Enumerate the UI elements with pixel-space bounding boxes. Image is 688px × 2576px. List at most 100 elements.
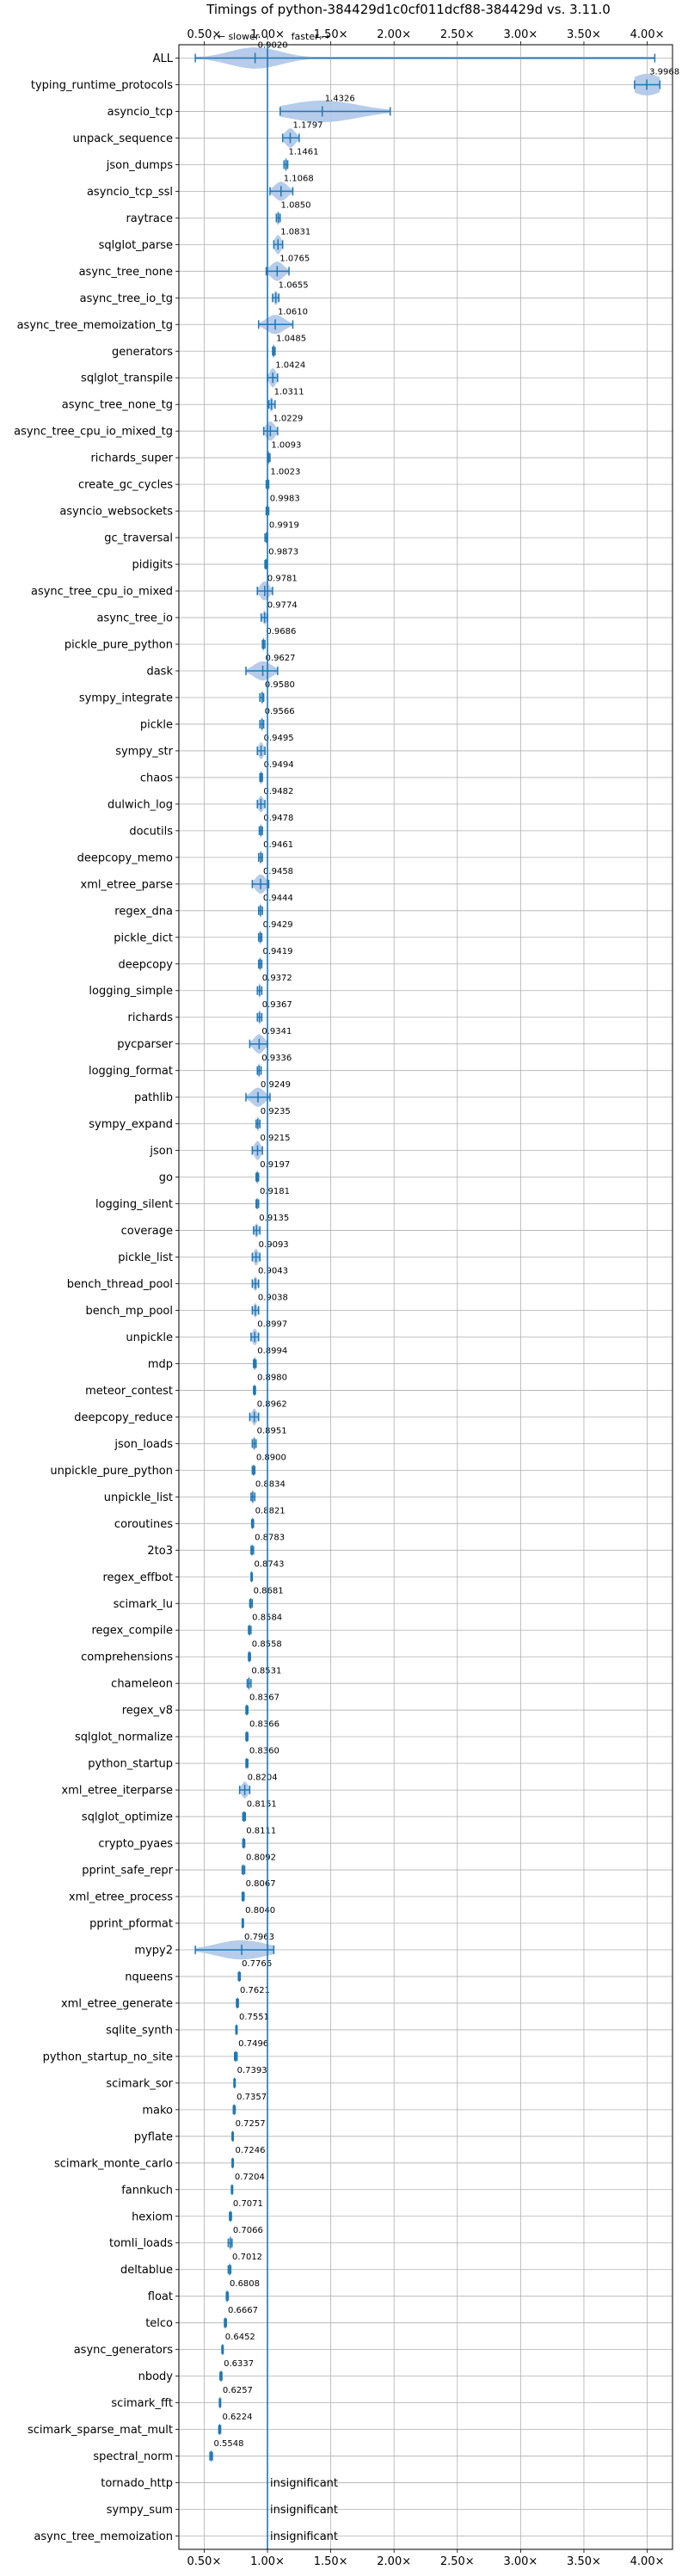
value-label: 0.8360 bbox=[249, 1746, 280, 1755]
row-label: regex_dna bbox=[114, 905, 173, 918]
value-label: 0.6224 bbox=[222, 2413, 252, 2422]
row-label: scimark_sor bbox=[106, 2077, 173, 2090]
row-label: coroutines bbox=[114, 1518, 173, 1531]
value-label: 0.9249 bbox=[261, 1080, 291, 1090]
row-label: scimark_lu bbox=[114, 1598, 173, 1611]
value-label: 0.8834 bbox=[255, 1480, 286, 1490]
row-label: mako bbox=[142, 2104, 173, 2117]
row-label: python_startup bbox=[88, 1758, 173, 1771]
value-label: 0.9774 bbox=[267, 600, 298, 610]
value-label: 0.9478 bbox=[263, 814, 293, 823]
x-tick-label-top: 0.50× bbox=[187, 28, 222, 41]
value-label: 0.8997 bbox=[257, 1320, 287, 1330]
value-label: 0.9495 bbox=[264, 734, 294, 743]
value-label: 0.7204 bbox=[235, 2173, 265, 2182]
slower-direction-label: ← slower bbox=[218, 31, 260, 42]
row-label: deepcopy_memo bbox=[77, 851, 173, 864]
value-label: 0.9429 bbox=[263, 920, 293, 930]
value-label: 0.9566 bbox=[265, 707, 295, 716]
value-label: 0.8531 bbox=[251, 1666, 281, 1675]
row-label: sympy_expand bbox=[89, 1118, 173, 1131]
row-label: async_tree_none bbox=[79, 266, 173, 279]
row-label: sqlglot_normalize bbox=[75, 1731, 173, 1744]
value-label: 0.9093 bbox=[259, 1240, 289, 1250]
row-label: pickle_pure_python bbox=[64, 639, 173, 652]
row-label: sympy_sum bbox=[107, 2504, 173, 2517]
value-label: 0.7246 bbox=[235, 2146, 265, 2155]
x-tick-label-bottom: 2.50× bbox=[440, 2555, 475, 2568]
value-label: 0.8951 bbox=[257, 1427, 287, 1436]
value-label: 0.8994 bbox=[257, 1347, 287, 1356]
row-label: async_tree_cpu_io_mixed bbox=[31, 586, 173, 599]
x-tick-label-top: 1.50× bbox=[314, 28, 348, 41]
value-label: 0.8067 bbox=[246, 1879, 276, 1889]
row-label: typing_runtime_protocols bbox=[31, 79, 173, 92]
value-label: 0.8681 bbox=[254, 1586, 284, 1595]
row-label: unpickle bbox=[126, 1331, 173, 1344]
value-label: 0.9627 bbox=[266, 654, 296, 663]
value-label: 0.8366 bbox=[249, 1719, 280, 1729]
row-label: telco bbox=[145, 2317, 173, 2330]
value-label: 0.7766 bbox=[242, 1959, 272, 1969]
value-label: 1.1461 bbox=[289, 148, 319, 157]
value-label: 1.0765 bbox=[280, 255, 310, 264]
value-label: 0.8111 bbox=[246, 1826, 276, 1835]
row-label: pathlib bbox=[134, 1091, 173, 1104]
row-label: hexiom bbox=[132, 2210, 173, 2223]
row-label: xml_etree_generate bbox=[61, 1997, 173, 2010]
x-tick-label-bottom: 2.00× bbox=[377, 2555, 411, 2568]
marks-layer: 0.9020 3.9968 1.4326 1.1797 1.1461 1.1068 1.08… bbox=[194, 41, 679, 2549]
value-label: 1.1068 bbox=[284, 175, 314, 184]
value-label: 1.0850 bbox=[281, 201, 311, 211]
row-label: sqlglot_parse bbox=[99, 239, 173, 252]
chart-title: Timings of python-384429d1c0cf011dcf88-3… bbox=[206, 2, 611, 17]
value-label: 0.7357 bbox=[236, 2093, 267, 2102]
value-label: 0.7012 bbox=[232, 2253, 262, 2262]
row-label: async_generators bbox=[74, 2344, 174, 2357]
insignificant-label: insignificant bbox=[270, 2477, 338, 2490]
value-label: 1.0023 bbox=[270, 467, 300, 476]
value-label: 0.9367 bbox=[262, 1000, 292, 1010]
row-label: async_tree_io_tg bbox=[80, 292, 173, 305]
x-tick-label-bottom: 3.00× bbox=[503, 2555, 538, 2568]
row-label: pickle_list bbox=[118, 1251, 173, 1264]
value-label: 1.0229 bbox=[273, 414, 303, 423]
row-label: sqlglot_transpile bbox=[81, 372, 173, 385]
row-label: async_tree_memoization_tg bbox=[17, 319, 173, 332]
value-label: 0.8040 bbox=[245, 1906, 275, 1915]
row-label: 2to3 bbox=[147, 1545, 173, 1558]
x-tick-label-bottom: 0.50× bbox=[187, 2555, 222, 2568]
row-label: crypto_pyaes bbox=[98, 1838, 173, 1851]
row-label: dulwich_log bbox=[108, 798, 173, 811]
value-label: 1.1797 bbox=[292, 121, 322, 131]
value-label: 0.7066 bbox=[233, 2226, 263, 2235]
value-label: 0.9372 bbox=[262, 974, 292, 983]
value-label: 0.9419 bbox=[262, 947, 292, 956]
row-label: nqueens bbox=[125, 1970, 173, 1983]
row-label: coverage bbox=[121, 1225, 173, 1238]
value-label: 0.8204 bbox=[248, 1773, 278, 1782]
value-label: 0.9458 bbox=[263, 867, 293, 876]
value-label: 0.5548 bbox=[214, 2439, 244, 2449]
value-label: 0.9135 bbox=[259, 1214, 289, 1223]
value-label: 0.7963 bbox=[244, 1933, 274, 1942]
x-tick-label-top: 3.00× bbox=[503, 28, 538, 41]
value-label: 0.9020 bbox=[258, 41, 288, 51]
x-tick-label-top: 4.00× bbox=[630, 28, 665, 41]
row-label: json_loads bbox=[114, 1438, 173, 1451]
value-label: 0.6337 bbox=[224, 2359, 254, 2369]
axis-layer: 0.50× 0.50× 1.00× 1.00× 1.50× 1.50× 2.00× 2.00×… bbox=[14, 28, 664, 2568]
row-label: richards_super bbox=[90, 452, 173, 465]
row-label: sympy_str bbox=[115, 745, 173, 758]
row-label: raytrace bbox=[126, 212, 173, 225]
value-label: 0.8962 bbox=[257, 1400, 287, 1410]
row-label: pprint_pformat bbox=[89, 1918, 173, 1931]
value-label: 0.8367 bbox=[249, 1693, 280, 1702]
value-label: 3.9968 bbox=[649, 68, 679, 77]
value-label: 0.9336 bbox=[261, 1054, 292, 1063]
row-label: scimark_monte_carlo bbox=[54, 2157, 173, 2170]
row-label: xml_etree_iterparse bbox=[61, 1785, 173, 1798]
value-label: 0.7071 bbox=[233, 2199, 263, 2209]
